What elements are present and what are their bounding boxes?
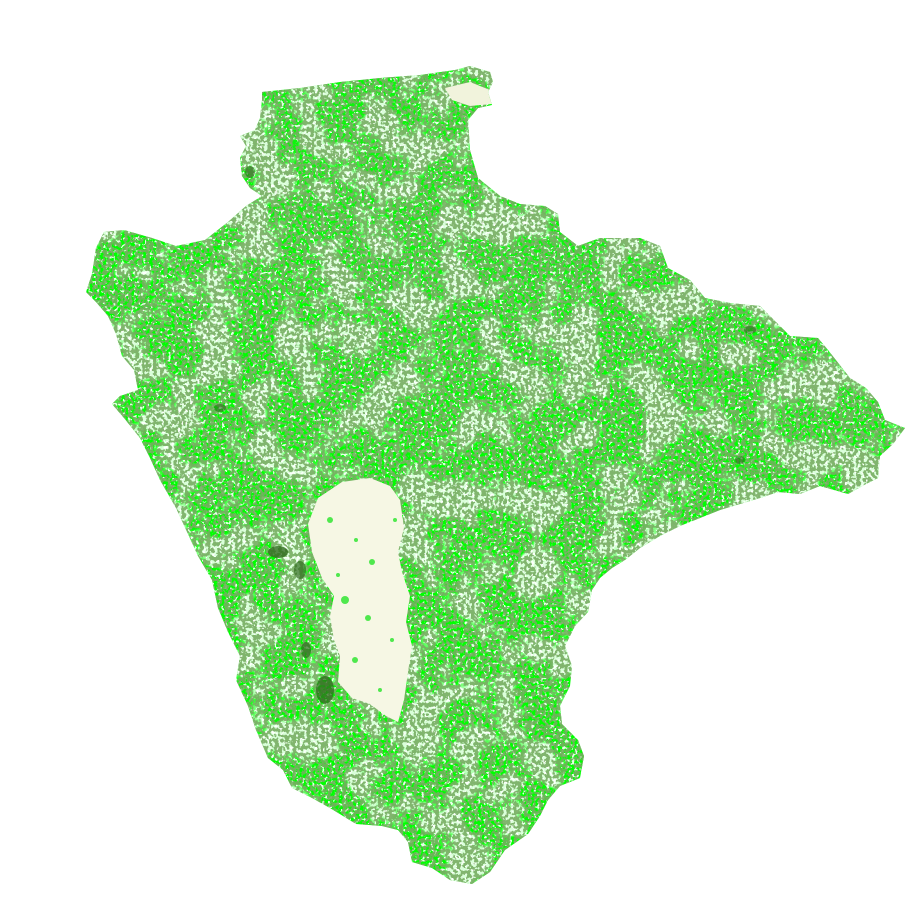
upland-green-speckle — [327, 517, 397, 692]
northern-pale-patch — [445, 82, 492, 106]
upland-pale-cover-layer — [308, 478, 412, 722]
dark-woodland-patches — [214, 166, 756, 704]
